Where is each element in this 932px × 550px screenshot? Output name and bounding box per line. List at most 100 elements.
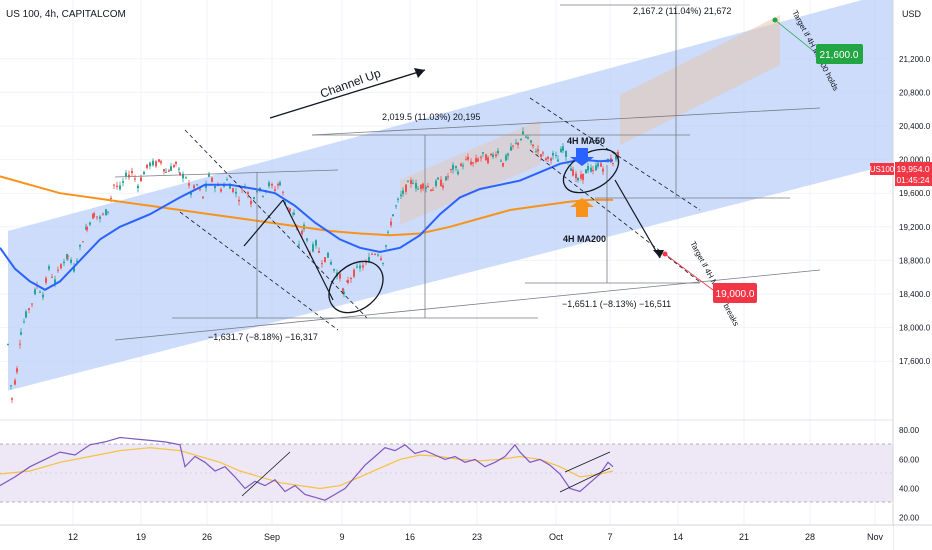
projection-shapes <box>400 15 780 225</box>
candle-body <box>178 168 180 170</box>
candle-body <box>510 146 512 151</box>
price-axis-bg <box>893 0 932 550</box>
candle-body <box>612 162 614 164</box>
target-up-dot <box>772 17 778 23</box>
candle-body <box>253 197 255 199</box>
target-down-badge <box>713 283 757 303</box>
candle-body <box>182 173 184 179</box>
candle-body <box>387 231 389 233</box>
time-tick-label: Sep <box>264 532 280 542</box>
candle-body <box>54 279 56 284</box>
candle-body <box>73 266 75 272</box>
candle-body <box>128 174 130 178</box>
time-tick-label: 16 <box>405 532 415 542</box>
candle-body <box>465 159 467 161</box>
candle-body <box>321 263 323 265</box>
candle-body <box>19 343 21 345</box>
candle-body <box>279 182 281 186</box>
candle-body <box>457 171 459 175</box>
candle-body <box>301 230 303 235</box>
candle-body <box>392 214 394 217</box>
candle-body <box>34 289 36 295</box>
candle-body <box>42 294 44 298</box>
candle-body <box>485 154 487 161</box>
candle-body <box>247 192 249 195</box>
candle-body <box>333 268 335 271</box>
candle-body <box>86 226 88 231</box>
channel-arrow-line <box>269 69 426 119</box>
candlesticks <box>7 127 619 403</box>
candle-body <box>445 176 447 181</box>
candle-body <box>16 368 18 373</box>
candle-body <box>507 153 509 156</box>
measure-drop-2: −1,651.1 (−8.13%) −16,511 <box>562 299 671 309</box>
price-tick-label: 20,400.0 <box>899 122 931 131</box>
candle-body <box>250 200 252 205</box>
candle-body <box>462 165 464 167</box>
candle-body <box>168 170 170 172</box>
candle-body <box>450 169 452 171</box>
candle-body <box>515 142 517 144</box>
time-tick-label: 19 <box>136 532 146 542</box>
candle-body <box>63 261 65 264</box>
rsi-ma-line <box>0 447 614 490</box>
candle-body <box>82 241 84 243</box>
candle-body <box>28 308 30 310</box>
candle-body <box>374 253 376 255</box>
candle-body <box>113 184 115 186</box>
candle-body <box>385 245 387 247</box>
projection-arrow <box>614 179 661 259</box>
candle-body <box>125 172 127 177</box>
candle-body <box>226 179 228 181</box>
dashed-down-2 <box>179 211 339 331</box>
time-tick-label: 7 <box>607 532 612 542</box>
candle-body <box>412 182 414 184</box>
candle-body <box>382 262 384 264</box>
ma200-arrow-icon <box>570 198 594 217</box>
countdown-text: 01:45:24 <box>896 175 929 185</box>
rsi-trend-3 <box>564 451 611 473</box>
candle-body <box>368 256 370 263</box>
rsi-line <box>0 436 614 501</box>
candle-body <box>140 177 142 182</box>
candle-body <box>477 158 479 162</box>
time-tick-label: 9 <box>339 532 344 542</box>
dashed-down-4 <box>529 149 701 283</box>
candle-body <box>527 137 529 139</box>
candle-body <box>475 158 477 163</box>
candle-body <box>232 188 234 193</box>
rsi-tick-label: 60.00 <box>899 455 920 464</box>
candle-body <box>220 189 222 192</box>
candle-body <box>490 153 492 156</box>
candle-body <box>10 385 12 387</box>
candle-body <box>102 213 104 215</box>
candle-body <box>597 163 599 167</box>
candle-body <box>149 162 151 167</box>
candle-body <box>495 154 497 157</box>
price-tick-label: 18,000.0 <box>899 324 931 333</box>
target-down-connector <box>664 253 714 291</box>
price-tick-label: 17,600.0 <box>899 357 931 366</box>
candle-body <box>70 259 72 263</box>
price-tick-label: 20,800.0 <box>899 88 931 97</box>
candle-body <box>390 221 392 226</box>
candle-body <box>271 183 273 186</box>
candle-body <box>482 152 484 154</box>
candle-body <box>179 172 181 176</box>
candle-body <box>397 198 399 200</box>
candle-body <box>315 240 317 246</box>
candle-body <box>580 174 582 179</box>
candle-body <box>371 253 373 255</box>
candle-body <box>79 245 81 247</box>
candle-body <box>615 155 617 160</box>
candle-body <box>500 160 502 162</box>
candle-body <box>353 269 355 277</box>
candle-body <box>60 264 62 269</box>
zigzag-b <box>282 199 334 301</box>
candle-body <box>550 158 552 161</box>
candle-body <box>492 154 494 157</box>
candle-body <box>23 321 25 323</box>
candle-body <box>282 191 284 193</box>
rsi-trend-1 <box>241 451 291 497</box>
